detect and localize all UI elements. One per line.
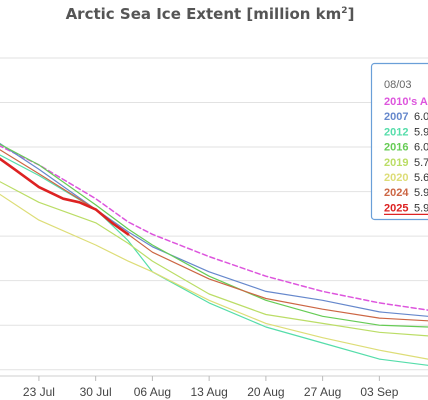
series-line-2010-s-average bbox=[0, 145, 428, 311]
tooltip-row-label-7: 2025 bbox=[384, 202, 408, 214]
x-tick-label-4: 20 Aug bbox=[247, 385, 284, 399]
x-tick-label-1: 30 Jul bbox=[80, 385, 112, 399]
tooltip-row-label-0: 2010's A bbox=[384, 96, 428, 108]
x-tick-label-2: 06 Aug bbox=[134, 385, 171, 399]
series-line-2012 bbox=[0, 154, 428, 366]
series-line-2016 bbox=[0, 143, 428, 328]
grid-lines bbox=[0, 57, 428, 377]
chart-title-superscript: 2 bbox=[341, 6, 347, 16]
series-lines bbox=[0, 142, 428, 366]
tooltip-row-value-5: 5.6 bbox=[414, 172, 428, 184]
tooltip-row-value-7: 5.9 bbox=[414, 202, 428, 214]
series-line-2007 bbox=[0, 142, 428, 317]
tooltip-row-label-2: 2012 bbox=[384, 126, 408, 138]
hover-tooltip: 08/03 2010's A 2007 6.0 2012 5.9 2016 6.0 2019 5.… bbox=[370, 62, 428, 221]
tooltip-row-label-5: 2020 bbox=[384, 172, 408, 184]
series-line-2025 bbox=[0, 157, 130, 236]
series-line-2019 bbox=[0, 181, 428, 337]
chart-title: Arctic Sea Ice Extent [million km2] bbox=[66, 5, 355, 23]
x-tick-label-6: 03 Sep bbox=[360, 385, 398, 399]
chart-title-end: ] bbox=[348, 5, 355, 23]
tooltip-date: 08/03 bbox=[384, 79, 412, 91]
tooltip-row-value-3: 6.0 bbox=[414, 142, 428, 154]
chart-title-text: Arctic Sea Ice Extent [million km bbox=[66, 5, 342, 23]
tooltip-row-value-4: 5.7 bbox=[414, 157, 428, 169]
tooltip-row-value-6: 5.9 bbox=[414, 187, 428, 199]
tooltip-row-value-1: 6.0 bbox=[414, 111, 428, 123]
tooltip-row-label-6: 2024 bbox=[384, 187, 409, 199]
tooltip-row-value-2: 5.9 bbox=[414, 126, 428, 138]
x-tick-label-0: 23 Jul bbox=[23, 385, 55, 399]
series-line-2024 bbox=[0, 149, 428, 322]
x-tick-label-3: 13 Aug bbox=[190, 385, 227, 399]
series-line-2020 bbox=[0, 193, 428, 360]
tooltip-row-label-4: 2019 bbox=[384, 157, 408, 169]
x-axis: 23 Jul 30 Jul 06 Aug 13 Aug 20 Aug 27 Aug 03 S… bbox=[23, 376, 399, 399]
tooltip-row-label-1: 2007 bbox=[384, 111, 408, 123]
x-tick-label-5: 27 Aug bbox=[304, 385, 341, 399]
tooltip-box bbox=[370, 62, 428, 221]
tooltip-row-label-3: 2016 bbox=[384, 142, 408, 154]
